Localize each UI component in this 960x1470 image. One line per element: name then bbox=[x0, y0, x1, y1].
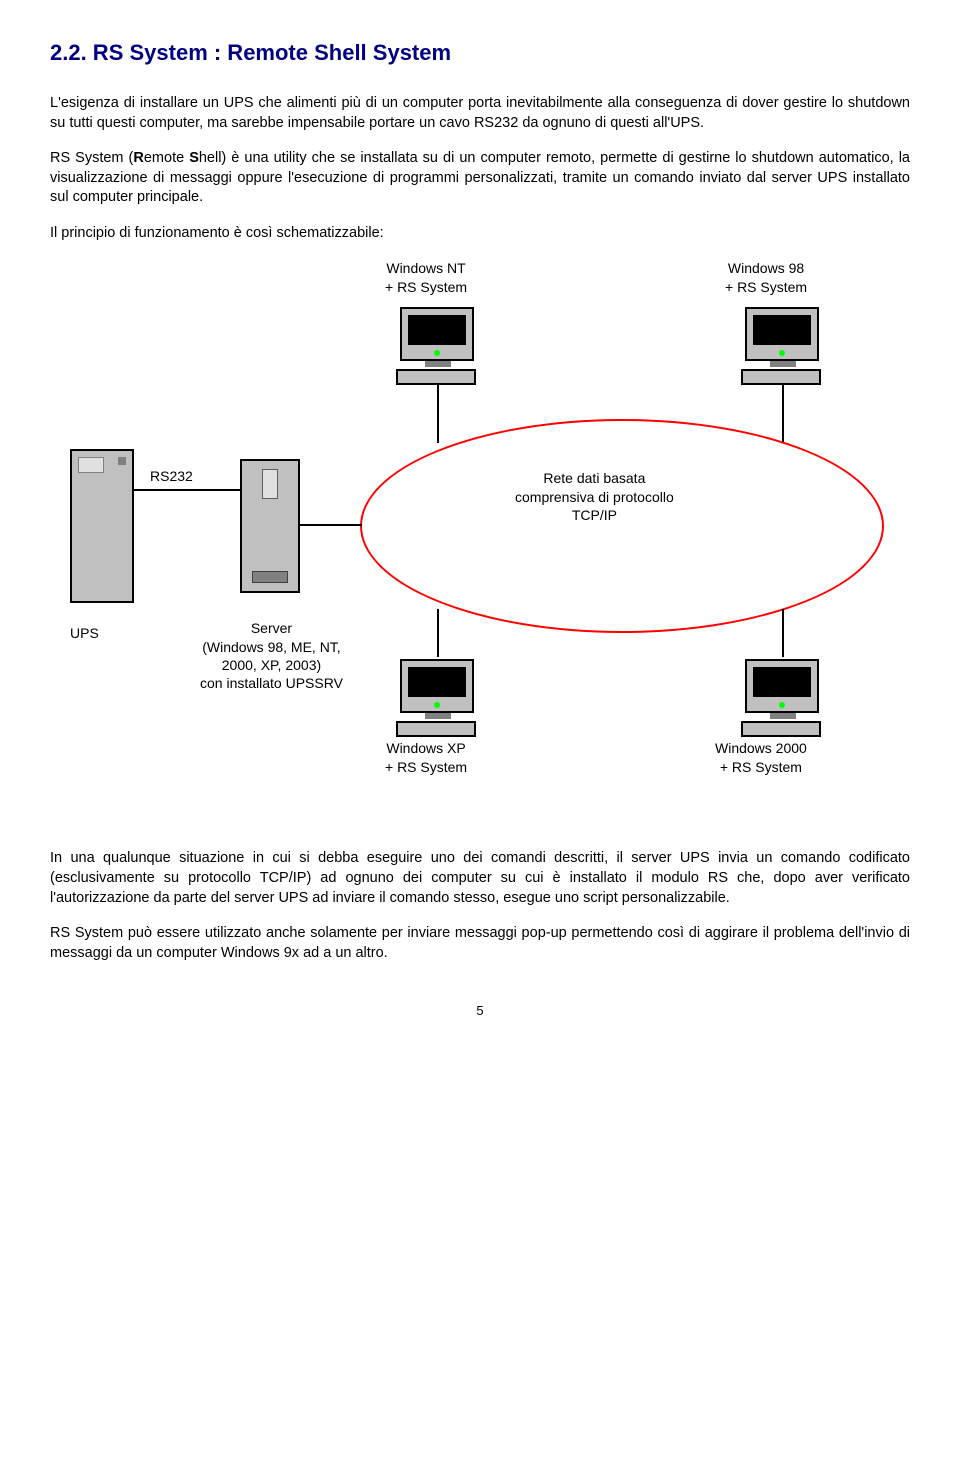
connector-line bbox=[437, 383, 439, 443]
computer-icon bbox=[745, 307, 821, 385]
server-icon bbox=[240, 459, 300, 593]
section-heading: 2.2. RS System : Remote Shell System bbox=[50, 40, 910, 66]
paragraph-2: RS System (Remote Shell) è una utility c… bbox=[50, 149, 910, 208]
winnt-label: Windows NT + RS System bbox=[385, 259, 467, 295]
bold-letter: R bbox=[133, 150, 143, 166]
paragraph-3: Il principio di funzionamento è così sch… bbox=[50, 224, 910, 244]
network-diagram: Windows NT + RS System Windows 98 + RS S… bbox=[50, 259, 910, 819]
ups-icon bbox=[70, 449, 134, 603]
paragraph-5: RS System può essere utilizzato anche so… bbox=[50, 924, 910, 963]
computer-icon bbox=[745, 659, 821, 737]
paragraph-1: L'esigenza di installare un UPS che alim… bbox=[50, 94, 910, 133]
connector-line bbox=[300, 524, 362, 526]
winxp-label: Windows XP + RS System bbox=[385, 739, 467, 775]
text: emote bbox=[144, 150, 189, 166]
text: RS System ( bbox=[50, 150, 133, 166]
bold-letter: S bbox=[189, 150, 199, 166]
computer-icon bbox=[400, 307, 476, 385]
connector-line bbox=[437, 609, 439, 657]
network-label: Rete dati basata comprensiva di protocol… bbox=[515, 469, 674, 524]
page-number: 5 bbox=[50, 1003, 910, 1018]
rs232-line bbox=[134, 489, 240, 491]
network-ellipse bbox=[360, 419, 884, 633]
connector-line bbox=[782, 383, 784, 443]
win2000-label: Windows 2000 + RS System bbox=[715, 739, 807, 775]
ups-label: UPS bbox=[70, 624, 99, 642]
connector-line bbox=[782, 609, 784, 657]
paragraph-4: In una qualunque situazione in cui si de… bbox=[50, 849, 910, 908]
win98-label: Windows 98 + RS System bbox=[725, 259, 807, 295]
computer-icon bbox=[400, 659, 476, 737]
server-label: Server (Windows 98, ME, NT, 2000, XP, 20… bbox=[200, 619, 343, 692]
rs232-label: RS232 bbox=[150, 467, 193, 485]
